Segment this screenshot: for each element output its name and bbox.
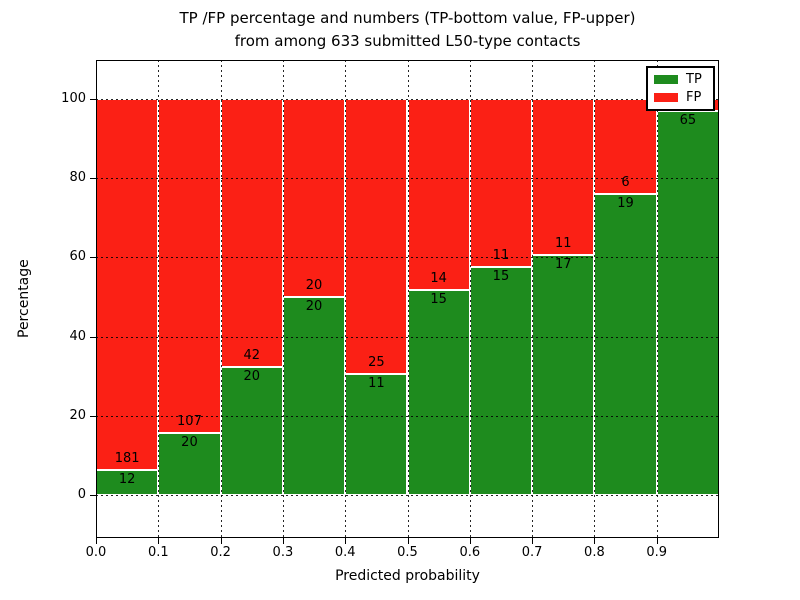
legend-item-fp: FP: [654, 91, 707, 104]
x-tick-mark: [220, 538, 222, 544]
x-tick-mark: [158, 538, 160, 544]
x-tick-mark: [469, 538, 471, 544]
x-tick-label: 0.8: [584, 545, 605, 560]
x-tick-label: 0.6: [459, 545, 481, 560]
bar-segment-tp: [532, 254, 595, 495]
y-tick-label: 80: [69, 170, 86, 186]
y-tick-label: 20: [69, 407, 86, 423]
tp-count-label: 20: [181, 434, 198, 450]
tp-count-label: 20: [243, 369, 261, 385]
fp-count-label: 107: [177, 413, 202, 429]
tp-count-label: 15: [430, 292, 447, 308]
fp-count-label: 25: [368, 355, 385, 370]
y-tick-label: 40: [69, 328, 86, 344]
x-tick-label: 0.1: [147, 545, 169, 560]
x-tick-label: 0.9: [646, 545, 668, 560]
vertical-gridline: [469, 60, 471, 538]
tp-count-label: 17: [554, 256, 572, 272]
x-tick-label: 0.7: [521, 545, 543, 560]
horizontal-gridline: [96, 99, 719, 100]
fp-count-label: 14: [430, 271, 447, 287]
legend-item-tp: TP: [654, 73, 707, 86]
vertical-gridline: [158, 60, 160, 538]
x-tick-label: 0.4: [334, 545, 356, 560]
y-tick-mark: [90, 257, 96, 259]
bar-segment-fp: [282, 99, 346, 297]
bar-segment-fp: [220, 99, 283, 368]
bar-segment-tp: [407, 290, 470, 495]
x-tick-label: 0.2: [210, 545, 231, 560]
bar-segment-tp: [220, 367, 283, 495]
horizontal-gridline: [96, 257, 719, 259]
y-tick-mark: [90, 178, 96, 180]
y-tick-mark: [90, 99, 96, 100]
x-tick-mark: [282, 538, 284, 544]
tp-count-label: 20: [305, 299, 323, 314]
legend: TP FP: [646, 66, 715, 111]
x-tick-mark: [594, 538, 596, 544]
tp-count-label: 19: [617, 196, 634, 212]
bar-segment-tp: [282, 297, 346, 495]
vertical-gridline: [407, 60, 409, 538]
fp-count-label: 181: [114, 451, 140, 467]
vertical-gridline: [532, 60, 534, 538]
bar-segment-fp: [532, 99, 595, 255]
horizontal-gridline: [96, 336, 719, 338]
fp-count-label: 6: [621, 175, 630, 191]
plot-area: 181 12 107 20 42 20 20 20 25 11 14 15 11 15 11 17 6 19 65: [96, 60, 719, 538]
bar-segment-tp: [594, 194, 657, 495]
bar-segment-fp: [158, 99, 221, 433]
fp-count-label: 42: [243, 348, 261, 364]
vertical-gridline: [220, 60, 222, 538]
fp-legend-label: FP: [686, 89, 702, 105]
x-tick-label: 0.0: [85, 545, 107, 560]
y-axis-label: Percentage: [16, 259, 32, 339]
horizontal-gridline: [96, 415, 719, 417]
fp-count-label: 20: [305, 278, 323, 293]
y-tick-mark: [90, 336, 96, 338]
bar-segment-fp: [345, 99, 408, 374]
bar-segment-tp: [656, 110, 719, 495]
bar-segment-fp: [407, 99, 470, 291]
x-axis-label: Predicted probability: [335, 568, 480, 584]
x-tick-mark: [407, 538, 409, 544]
vertical-gridline: [594, 60, 596, 538]
x-tick-mark: [345, 538, 347, 544]
x-tick-label: 0.3: [272, 545, 294, 560]
y-tick-label: 100: [61, 91, 86, 106]
fp-legend-swatch: [654, 92, 678, 102]
tp-count-label: 65: [679, 112, 697, 128]
tp-legend-label: TP: [686, 72, 702, 88]
bar-segment-tp: [469, 266, 533, 495]
bar-segment-tp: [345, 374, 408, 495]
horizontal-gridline: [96, 178, 719, 180]
vertical-gridline: [345, 60, 347, 538]
y-tick-mark: [90, 495, 96, 496]
horizontal-gridline: [96, 495, 719, 496]
y-tick-mark: [90, 415, 96, 417]
chart-title-line1: TP /FP percentage and numbers (TP-bottom…: [179, 9, 636, 27]
tp-count-label: 12: [118, 472, 136, 488]
tp-count-label: 15: [492, 268, 510, 284]
fp-count-label: 11: [492, 247, 510, 263]
y-tick-label: 0: [77, 487, 86, 502]
bar-segment-fp: [96, 99, 159, 471]
bar-segment-fp: [469, 99, 533, 267]
chart-title-line2: from among 633 submitted L50-type contac…: [234, 32, 581, 50]
x-tick-mark: [96, 538, 97, 544]
x-tick-mark: [532, 538, 534, 544]
vertical-gridline: [656, 60, 658, 538]
tp-count-label: 11: [368, 376, 385, 391]
vertical-gridline: [282, 60, 284, 538]
x-tick-mark: [656, 538, 658, 544]
chart-title: TP /FP percentage and numbers (TP-bottom…: [96, 7, 719, 53]
tp-legend-swatch: [654, 75, 678, 85]
y-tick-label: 60: [69, 249, 86, 265]
fp-count-label: 11: [554, 235, 572, 251]
x-tick-label: 0.5: [397, 545, 418, 560]
